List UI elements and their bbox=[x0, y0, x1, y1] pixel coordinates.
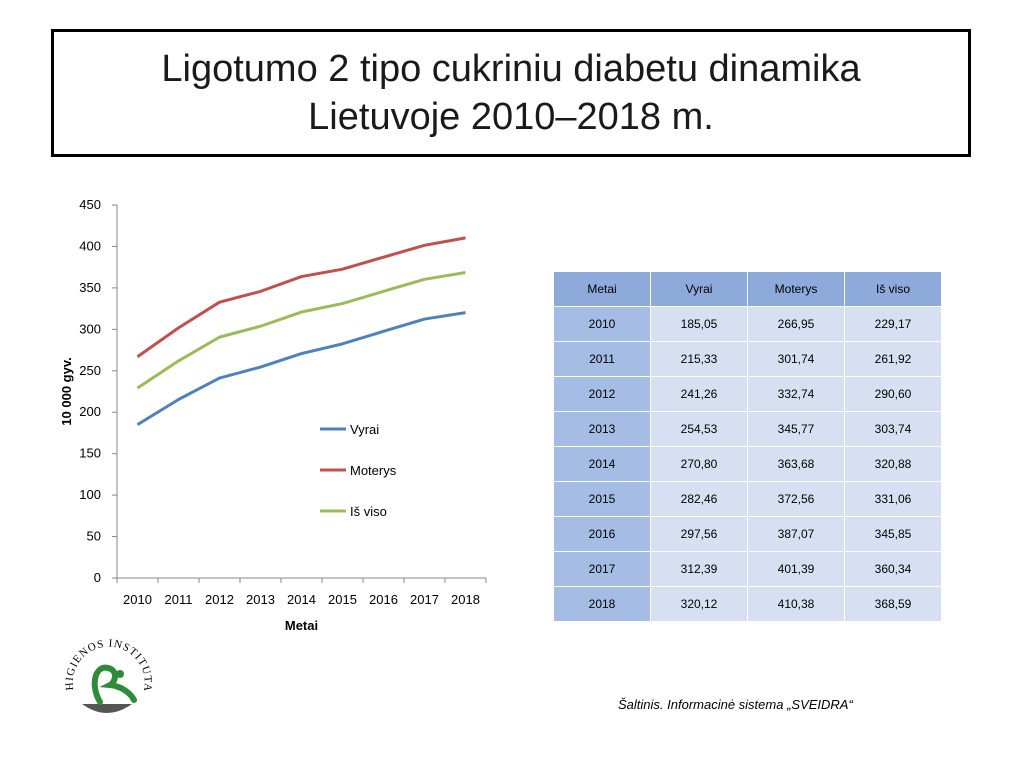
table-cell: 345,77 bbox=[747, 411, 845, 447]
y-tick-label: 150 bbox=[79, 446, 101, 461]
series-line-vyrai bbox=[136, 311, 466, 426]
logo-bowl bbox=[82, 704, 132, 713]
source-note: Šaltinis. Informacinė sistema „SVEIDRA“ bbox=[618, 697, 853, 712]
table-cell: 2017 bbox=[553, 551, 651, 587]
table-cell: 261,92 bbox=[844, 341, 942, 377]
x-tick-label: 2016 bbox=[369, 592, 398, 607]
table-cell: 254,53 bbox=[650, 411, 748, 447]
higienos-institutas-logo: HIGIENOS INSTITUTAS bbox=[60, 630, 153, 713]
table-cell: 282,46 bbox=[650, 481, 748, 517]
table-cell: 368,59 bbox=[844, 586, 942, 622]
x-tick-label: 2015 bbox=[328, 592, 357, 607]
data-table: Metai Vyrai Moterys Iš viso 2010 185,05 266,9… bbox=[553, 271, 942, 622]
x-tick-label: 2012 bbox=[205, 592, 234, 607]
title-box: Ligotumo 2 tipo cukriniu diabetu dinamik… bbox=[51, 29, 971, 157]
table-cell: 331,06 bbox=[844, 481, 942, 517]
table-cell: 241,26 bbox=[650, 376, 748, 412]
table-cell: 270,80 bbox=[650, 446, 748, 482]
table-cell: 2015 bbox=[553, 481, 651, 517]
table-row: 2011 215,33 301,74 261,92 bbox=[553, 341, 942, 377]
legend-label: Vyrai bbox=[350, 422, 379, 437]
x-tick-label: 2018 bbox=[451, 592, 480, 607]
table-cell: 2010 bbox=[553, 306, 651, 342]
title-line-2: Lietuvoje 2010–2018 m. bbox=[308, 96, 714, 138]
table-row: 2012 241,26 332,74 290,60 bbox=[553, 376, 942, 412]
table-cell: 185,05 bbox=[650, 306, 748, 342]
table-header-row: Metai Vyrai Moterys Iš viso bbox=[553, 271, 942, 307]
table-header-cell: Iš viso bbox=[844, 271, 942, 307]
table-cell: 312,39 bbox=[650, 551, 748, 587]
x-tick-label: 2011 bbox=[165, 592, 193, 607]
y-tick-label: 250 bbox=[79, 363, 101, 378]
table-cell: 345,85 bbox=[844, 516, 942, 552]
title-line-1: Ligotumo 2 tipo cukriniu diabetu dinamik… bbox=[161, 48, 861, 90]
table-cell: 303,74 bbox=[844, 411, 942, 447]
y-tick-label: 300 bbox=[79, 321, 101, 336]
table-cell: 2013 bbox=[553, 411, 651, 447]
x-tick-label: 2013 bbox=[246, 592, 275, 607]
y-tick-label: 200 bbox=[79, 404, 101, 419]
table-cell: 215,33 bbox=[650, 341, 748, 377]
x-tick-label: 2014 bbox=[287, 592, 316, 607]
y-tick-label: 400 bbox=[79, 238, 101, 253]
table-cell: 229,17 bbox=[844, 306, 942, 342]
table-cell: 2012 bbox=[553, 376, 651, 412]
series-line-iš-viso bbox=[136, 271, 466, 390]
table-cell: 2014 bbox=[553, 446, 651, 482]
table-header-cell: Moterys bbox=[747, 271, 845, 307]
table-row: 2018 320,12 410,38 368,59 bbox=[553, 586, 942, 622]
table-header-cell: Vyrai bbox=[650, 271, 748, 307]
table-cell: 2016 bbox=[553, 516, 651, 552]
table-cell: 297,56 bbox=[650, 516, 748, 552]
table-cell: 387,07 bbox=[747, 516, 845, 552]
table-cell: 401,39 bbox=[747, 551, 845, 587]
x-tick-label: 2010 bbox=[123, 592, 152, 607]
y-tick-label: 450 bbox=[79, 197, 101, 212]
y-tick-label: 50 bbox=[87, 529, 101, 544]
table-row: 2014 270,80 363,68 320,88 bbox=[553, 446, 942, 482]
table-cell: 363,68 bbox=[747, 446, 845, 482]
y-tick-label: 0 bbox=[94, 570, 101, 585]
y-tick-label: 100 bbox=[79, 487, 101, 502]
table-cell: 410,38 bbox=[747, 586, 845, 622]
series-line-moterys bbox=[136, 236, 466, 358]
table-row: 2017 312,39 401,39 360,34 bbox=[553, 551, 942, 587]
table-cell: 360,34 bbox=[844, 551, 942, 587]
legend-label: Iš viso bbox=[350, 504, 387, 519]
table-body: 2010 185,05 266,95 229,17 2011 215,33 301,74 26… bbox=[553, 306, 942, 622]
table-row: 2015 282,46 372,56 331,06 bbox=[553, 481, 942, 517]
table-cell: 301,74 bbox=[747, 341, 845, 377]
legend-label: Moterys bbox=[350, 463, 397, 478]
table-row: 2013 254,53 345,77 303,74 bbox=[553, 411, 942, 447]
table-cell: 266,95 bbox=[747, 306, 845, 342]
table-cell: 332,74 bbox=[747, 376, 845, 412]
table-cell: 320,12 bbox=[650, 586, 748, 622]
logo-snake-head bbox=[116, 670, 124, 678]
y-tick-label: 350 bbox=[79, 280, 101, 295]
table-cell: 290,60 bbox=[844, 376, 942, 412]
x-tick-label: 2017 bbox=[410, 592, 439, 607]
table-cell: 372,56 bbox=[747, 481, 845, 517]
table-cell: 2011 bbox=[553, 341, 651, 377]
table-cell: 2018 bbox=[553, 586, 651, 622]
table-cell: 320,88 bbox=[844, 446, 942, 482]
table-row: 2016 297,56 387,07 345,85 bbox=[553, 516, 942, 552]
table-row: 2010 185,05 266,95 229,17 bbox=[553, 306, 942, 342]
table-header-cell: Metai bbox=[553, 271, 651, 307]
logo-snake bbox=[91, 664, 137, 705]
x-axis-title: Metai bbox=[285, 618, 318, 633]
y-axis-title: 10 000 gyv. bbox=[59, 357, 74, 425]
